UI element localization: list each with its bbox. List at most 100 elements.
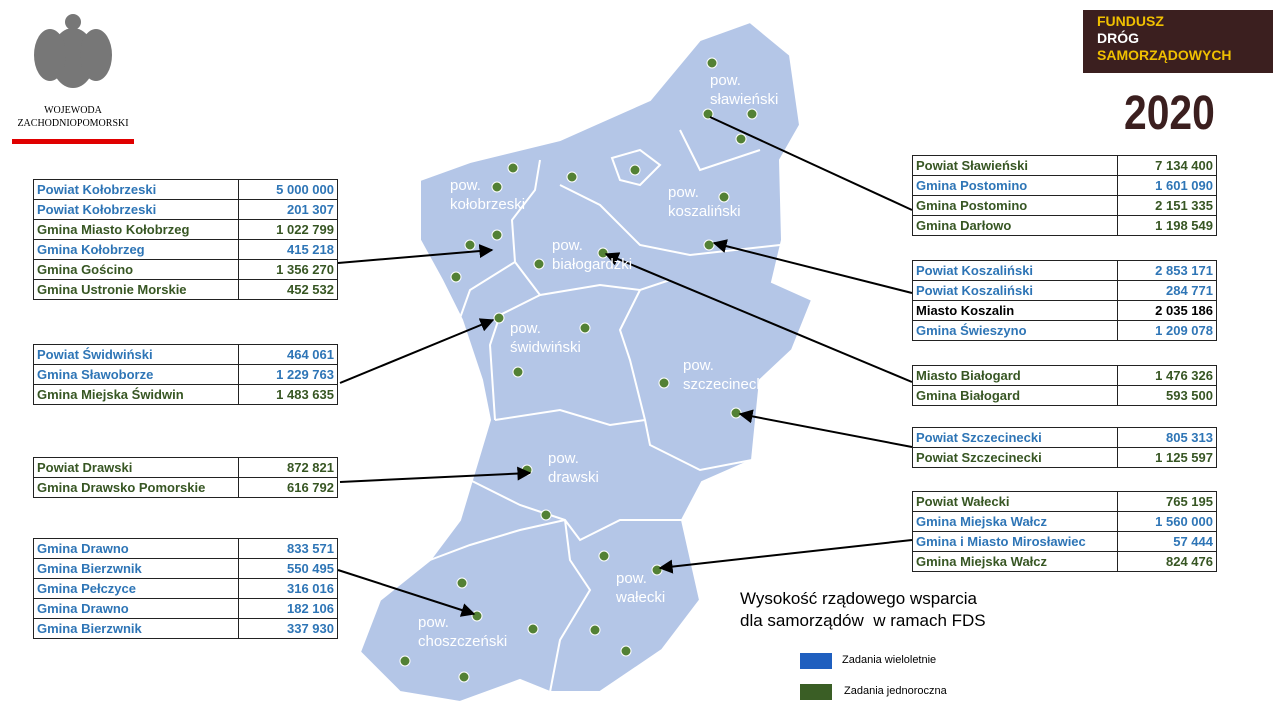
caption-line: Wysokość rządowego wsparcia <box>740 589 977 608</box>
name-cell: Gmina Ustronie Morskie <box>33 279 239 300</box>
amount-cell: 1 198 549 <box>1117 215 1217 236</box>
table-row: Gmina Miasto Kołobrzeg 1 022 799 <box>33 219 338 240</box>
data-table: Powiat Kołobrzeski 5 000 000 Powiat Kołobr… <box>33 179 338 300</box>
amount-cell: 550 495 <box>238 558 338 579</box>
fund-line: DRÓG <box>1097 30 1139 46</box>
amount-cell: 2 853 171 <box>1117 260 1217 281</box>
table-row: Gmina Miejska Wałcz 824 476 <box>912 551 1217 572</box>
year: 2020 <box>1124 87 1215 140</box>
name-cell: Powiat Drawski <box>33 457 239 478</box>
name-cell: Powiat Kołobrzeski <box>33 179 239 200</box>
table-row: Gmina Drawsko Pomorskie 616 792 <box>33 477 338 498</box>
county-label: pow. <box>418 614 449 631</box>
amount-cell: 1 125 597 <box>1117 447 1217 468</box>
amount-cell: 7 134 400 <box>1117 155 1217 176</box>
emblem-line: WOJEWODA <box>44 105 102 116</box>
table-row: Gmina Ustronie Morskie 452 532 <box>33 279 338 300</box>
caption-line: dla samorządów w ramach FDS <box>740 611 986 630</box>
fund-logo <box>1083 10 1273 73</box>
table-row: Gmina Świeszyno 1 209 078 <box>912 320 1217 341</box>
county-label: pow. <box>683 357 714 374</box>
county-label: kołobrzeski <box>450 196 525 213</box>
data-table: Gmina Drawno 833 571 Gmina Bierzwnik 550 49… <box>33 538 338 639</box>
table-row: Gmina Miejska Świdwin 1 483 635 <box>33 384 338 405</box>
fund-text: FUNDUSZ DRÓG SAMORZĄDOWYCH <box>1097 13 1232 64</box>
name-cell: Gmina i Miasto Mirosławiec <box>912 531 1118 552</box>
table-row: Gmina Postomino 2 151 335 <box>912 195 1217 216</box>
data-table: Miasto Białogard 1 476 326 Gmina Białogard… <box>912 365 1217 406</box>
data-table: Powiat Świdwiński 464 061 Gmina Sławoborze… <box>33 344 338 405</box>
table-row: Miasto Białogard 1 476 326 <box>912 365 1217 386</box>
county-label: wałecki <box>615 589 665 606</box>
amount-cell: 57 444 <box>1117 531 1217 552</box>
amount-cell: 201 307 <box>238 199 338 220</box>
county-label: świdwiński <box>510 339 581 356</box>
table-row: Gmina Darłowo 1 198 549 <box>912 215 1217 236</box>
amount-cell: 872 821 <box>238 457 338 478</box>
table-row: Powiat Szczecinecki 805 313 <box>912 427 1217 448</box>
table-row: Powiat Kołobrzeski 5 000 000 <box>33 179 338 200</box>
amount-cell: 284 771 <box>1117 280 1217 301</box>
region-shape <box>358 20 814 704</box>
name-cell: Gmina Drawsko Pomorskie <box>33 477 239 498</box>
table-row: Powiat Koszaliński 2 853 171 <box>912 260 1217 281</box>
legend-swatch <box>800 684 832 700</box>
name-cell: Gmina Pełczyce <box>33 578 239 599</box>
table-row: Powiat Koszaliński 284 771 <box>912 280 1217 301</box>
county-label: pow. <box>510 320 541 337</box>
table-row: Gmina Drawno 833 571 <box>33 538 338 559</box>
name-cell: Gmina Bierzwnik <box>33 618 239 639</box>
table-row: Gmina Miejska Wałcz 1 560 000 <box>912 511 1217 532</box>
amount-cell: 824 476 <box>1117 551 1217 572</box>
name-cell: Powiat Świdwiński <box>33 344 239 365</box>
amount-cell: 1 560 000 <box>1117 511 1217 532</box>
caption: Wysokość rządowego wsparcia dla samorząd… <box>740 588 986 632</box>
map-labels: pow. sławieński pow. kołobrzeski pow. koszali… <box>418 72 778 650</box>
county-label: koszaliński <box>668 203 741 220</box>
table-row: Powiat Wałecki 765 195 <box>912 491 1217 512</box>
amount-cell: 1 022 799 <box>238 219 338 240</box>
name-cell: Gmina Świeszyno <box>912 320 1118 341</box>
table-row: Gmina i Miasto Mirosławiec 57 444 <box>912 531 1217 552</box>
legend-swatch <box>800 653 832 669</box>
county-label: białogardzki <box>552 256 632 273</box>
name-cell: Miasto Koszalin <box>912 300 1118 321</box>
name-cell: Miasto Białogard <box>912 365 1118 386</box>
county-label: sławieński <box>710 91 778 108</box>
fund-line: FUNDUSZ <box>1097 13 1164 29</box>
amount-cell: 593 500 <box>1117 385 1217 406</box>
name-cell: Gmina Bierzwnik <box>33 558 239 579</box>
name-cell: Gmina Kołobrzeg <box>33 239 239 260</box>
county-label: pow. <box>552 237 583 254</box>
amount-cell: 1 483 635 <box>238 384 338 405</box>
table-row: Powiat Kołobrzeski 201 307 <box>33 199 338 220</box>
amount-cell: 1 229 763 <box>238 364 338 385</box>
county-label: pow. <box>668 184 699 201</box>
table-row: Powiat Szczecinecki 1 125 597 <box>912 447 1217 468</box>
emblem <box>34 14 112 88</box>
table-row: Gmina Pełczyce 316 016 <box>33 578 338 599</box>
name-cell: Gmina Darłowo <box>912 215 1118 236</box>
name-cell: Gmina Białogard <box>912 385 1118 406</box>
name-cell: Powiat Sławieński <box>912 155 1118 176</box>
legend-label: Zadania jednoroczna <box>844 685 947 697</box>
amount-cell: 833 571 <box>238 538 338 559</box>
amount-cell: 765 195 <box>1117 491 1217 512</box>
amount-cell: 316 016 <box>238 578 338 599</box>
name-cell: Gmina Sławoborze <box>33 364 239 385</box>
county-label: pow. <box>616 570 647 587</box>
amount-cell: 1 356 270 <box>238 259 338 280</box>
table-row: Powiat Sławieński 7 134 400 <box>912 155 1217 176</box>
data-table: Powiat Sławieński 7 134 400 Gmina Postomin… <box>912 155 1217 236</box>
table-row: Gmina Bierzwnik 550 495 <box>33 558 338 579</box>
name-cell: Gmina Drawno <box>33 598 239 619</box>
name-cell: Gmina Miejska Świdwin <box>33 384 239 405</box>
table-row: Gmina Postomino 1 601 090 <box>912 175 1217 196</box>
amount-cell: 616 792 <box>238 477 338 498</box>
name-cell: Gmina Drawno <box>33 538 239 559</box>
name-cell: Gmina Miejska Wałcz <box>912 511 1118 532</box>
arrows <box>337 116 913 617</box>
county-label: pow. <box>548 450 579 467</box>
